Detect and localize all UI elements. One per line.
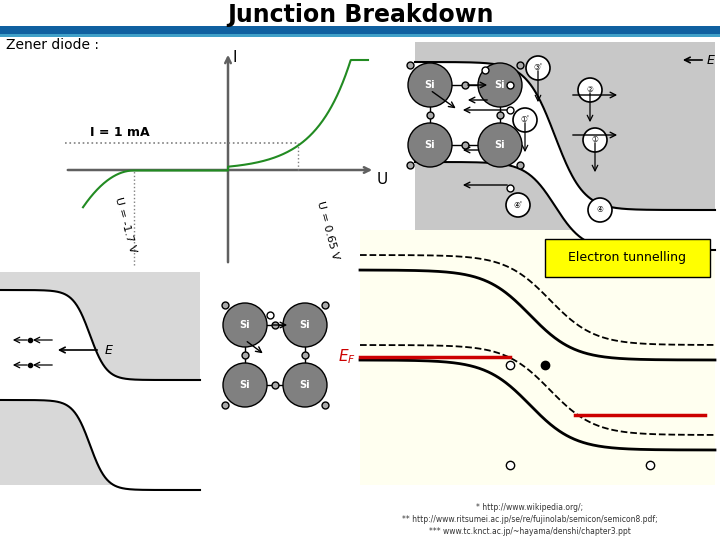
Text: E: E [105,343,113,356]
Bar [0,34,720,37]
Text: Junction Breakdown: Junction Breakdown [227,3,493,27]
Text: Si: Si [495,80,505,90]
Text: I = 1 mA: I = 1 mA [90,125,150,138]
Circle shape [478,123,522,167]
Circle shape [513,108,537,132]
Text: Si: Si [495,140,505,150]
Text: Si: Si [300,380,310,390]
Bar [415,42,715,270]
Text: E: E [707,53,715,66]
Circle shape [526,56,550,80]
Text: *** www.tc.knct.ac.jp/~hayama/denshi/chapter3.ppt: *** www.tc.knct.ac.jp/~hayama/denshi/cha… [429,528,631,537]
Text: Si: Si [425,80,436,90]
Circle shape [583,128,607,152]
Circle shape [506,193,530,217]
Text: ④: ④ [597,206,603,214]
Text: Si: Si [425,140,436,150]
Circle shape [578,78,602,102]
Circle shape [223,363,267,407]
Text: * http://www.wikipedia.org/;: * http://www.wikipedia.org/; [477,503,584,512]
Text: I: I [232,50,236,65]
Circle shape [283,303,327,347]
Text: Si: Si [300,320,310,330]
Text: U = 0.65 V: U = 0.65 V [315,200,341,260]
Text: Electron tunnelling: Electron tunnelling [569,252,686,265]
Circle shape [408,63,452,107]
Text: ②: ② [587,85,593,94]
Text: ** http://www.ritsumei.ac.jp/se/re/fujinolab/semicon/semicon8.pdf;: ** http://www.ritsumei.ac.jp/se/re/fujin… [402,516,658,524]
Circle shape [223,303,267,347]
Text: U = -1.7 V: U = -1.7 V [114,196,138,254]
Text: Zener diode :: Zener diode : [6,38,99,52]
Bar [545,239,710,277]
Text: ①: ① [592,136,598,145]
Text: Si: Si [240,380,251,390]
Bar [0,26,720,34]
Bar [360,230,715,485]
Text: ①': ①' [521,116,529,125]
Text: Si: Si [240,320,251,330]
Circle shape [283,363,327,407]
Circle shape [408,123,452,167]
Text: U: U [377,172,388,187]
Text: $E_F$: $E_F$ [338,348,356,366]
Text: ③': ③' [534,64,542,72]
Bar [0,272,200,485]
Text: ④': ④' [513,200,523,210]
Circle shape [478,63,522,107]
Circle shape [588,198,612,222]
